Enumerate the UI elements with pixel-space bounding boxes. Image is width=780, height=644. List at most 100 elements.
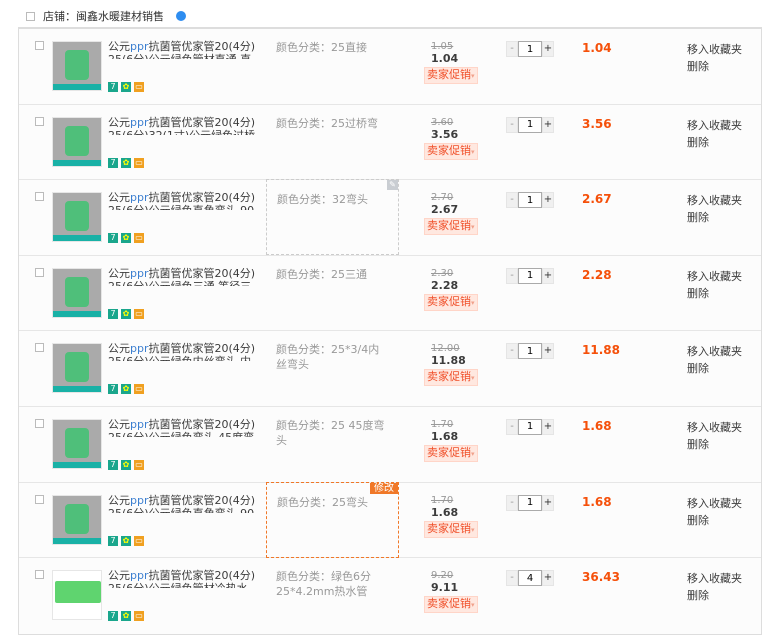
decrease-button[interactable]: -: [506, 418, 518, 435]
promo-dropdown[interactable]: 卖家促销▾: [424, 142, 478, 160]
seven-day-return-icon[interactable]: 7: [108, 459, 118, 470]
guarantee-icon[interactable]: ✿: [121, 82, 131, 92]
credit-card-icon[interactable]: ▭: [134, 459, 144, 470]
increase-button[interactable]: +: [542, 418, 554, 435]
delete-link[interactable]: 删除: [687, 135, 709, 149]
spec-area[interactable]: 颜色分类：25直接: [266, 28, 399, 104]
increase-button[interactable]: +: [542, 494, 554, 511]
promo-dropdown[interactable]: 卖家促销▾: [424, 596, 478, 614]
seven-day-return-icon[interactable]: 7: [108, 82, 118, 92]
credit-card-icon[interactable]: ▭: [134, 611, 144, 622]
increase-button[interactable]: +: [542, 570, 554, 587]
promo-dropdown[interactable]: 卖家促销▾: [424, 293, 478, 311]
spec-area[interactable]: 颜色分类：25 45度弯头: [266, 406, 399, 482]
quantity-input[interactable]: [518, 343, 542, 360]
product-image[interactable]: [52, 267, 102, 318]
product-image[interactable]: [52, 192, 102, 243]
credit-card-icon[interactable]: ▭: [134, 157, 144, 168]
guarantee-icon[interactable]: ✿: [121, 611, 131, 622]
increase-button[interactable]: +: [542, 41, 554, 57]
seven-day-return-icon[interactable]: 7: [108, 384, 118, 395]
decrease-button[interactable]: -: [506, 267, 518, 284]
delete-link[interactable]: 删除: [687, 437, 709, 451]
decrease-button[interactable]: -: [506, 41, 518, 57]
quantity-input[interactable]: [518, 267, 542, 284]
promo-dropdown[interactable]: 卖家促销▾: [424, 444, 478, 462]
delete-link[interactable]: 删除: [687, 211, 709, 225]
product-title[interactable]: 公元ppr抗菌管优家管20(4分)25(6分)公元绿色管材冷热水管: [108, 569, 258, 593]
product-image[interactable]: [52, 116, 102, 167]
product-image[interactable]: [52, 41, 102, 91]
pencil-icon[interactable]: ✎: [387, 180, 398, 191]
increase-button[interactable]: +: [542, 343, 554, 360]
guarantee-icon[interactable]: ✿: [121, 308, 131, 319]
spec-area[interactable]: 修改 颜色分类：25弯头: [266, 481, 399, 558]
guarantee-icon[interactable]: ✿: [121, 384, 131, 395]
decrease-button[interactable]: -: [506, 192, 518, 209]
item-checkbox[interactable]: [35, 570, 44, 580]
move-to-favorites-link[interactable]: 移入收藏夹: [687, 43, 742, 56]
guarantee-icon[interactable]: ✿: [121, 157, 131, 168]
spec-area[interactable]: 颜色分类：25三通: [266, 255, 399, 331]
credit-card-icon[interactable]: ▭: [134, 233, 144, 244]
decrease-button[interactable]: -: [506, 494, 518, 511]
move-to-favorites-link[interactable]: 移入收藏夹: [687, 420, 742, 434]
product-title[interactable]: 公元ppr抗菌管优家管20(4分)25(6分)公元绿色管材直通 直接: [108, 40, 258, 64]
item-checkbox[interactable]: [35, 116, 44, 126]
product-image[interactable]: [52, 418, 102, 469]
spec-area[interactable]: 颜色分类：25过桥弯: [266, 104, 399, 180]
item-checkbox[interactable]: [35, 418, 44, 428]
spec-area[interactable]: 颜色分类：25*3/4内丝弯头: [266, 330, 399, 406]
spec-area[interactable]: ✎ 颜色分类：32弯头: [266, 179, 399, 256]
product-title[interactable]: 公元ppr抗菌管优家管20(4分)25(6分)公元绿色直角弯头 90度: [108, 191, 258, 215]
promo-dropdown[interactable]: 卖家促销▾: [424, 520, 478, 538]
quantity-input[interactable]: [518, 418, 542, 435]
product-title[interactable]: 公元ppr抗菌管优家管20(4分)25(6分)公元绿色弯头 45度弯头: [108, 418, 258, 442]
credit-card-icon[interactable]: ▭: [134, 535, 144, 546]
credit-card-icon[interactable]: ▭: [134, 308, 144, 319]
product-title[interactable]: 公元ppr抗菌管优家管20(4分)25(6分)公元绿色三通 等径三通: [108, 267, 258, 291]
shop-checkbox[interactable]: [26, 11, 35, 21]
decrease-button[interactable]: -: [506, 343, 518, 360]
increase-button[interactable]: +: [542, 267, 554, 284]
delete-link[interactable]: 删除: [687, 362, 709, 376]
quantity-input[interactable]: [518, 192, 542, 209]
item-checkbox[interactable]: [35, 494, 44, 504]
seven-day-return-icon[interactable]: 7: [108, 157, 118, 168]
move-to-favorites-link[interactable]: 移入收藏夹: [687, 496, 742, 510]
promo-dropdown[interactable]: 卖家促销▾: [424, 67, 478, 84]
product-image[interactable]: [52, 343, 102, 394]
product-title[interactable]: 公元ppr抗菌管优家管20(4分)25(6分)公元绿色内丝弯头 内牙: [108, 342, 258, 366]
delete-link[interactable]: 删除: [687, 60, 709, 73]
product-title[interactable]: 公元ppr抗菌管优家管20(4分)25(6分)32(1寸)公元绿色过桥: [108, 116, 258, 140]
seven-day-return-icon[interactable]: 7: [108, 611, 118, 622]
promo-dropdown[interactable]: 卖家促销▾: [424, 218, 478, 236]
increase-button[interactable]: +: [542, 116, 554, 133]
decrease-button[interactable]: -: [506, 570, 518, 587]
modify-button[interactable]: 修改: [370, 482, 398, 494]
item-checkbox[interactable]: [35, 41, 44, 50]
shop-name[interactable]: 店铺：闽鑫水暖建材销售: [43, 10, 164, 23]
delete-link[interactable]: 删除: [687, 286, 709, 300]
credit-card-icon[interactable]: ▭: [134, 384, 144, 395]
decrease-button[interactable]: -: [506, 116, 518, 133]
spec-area[interactable]: 颜色分类：绿色6分 25*4.2mm热水管: [266, 557, 399, 633]
delete-link[interactable]: 删除: [687, 589, 709, 603]
move-to-favorites-link[interactable]: 移入收藏夹: [687, 572, 742, 586]
item-checkbox[interactable]: [35, 267, 44, 277]
quantity-input[interactable]: [518, 494, 542, 511]
seven-day-return-icon[interactable]: 7: [108, 233, 118, 244]
seven-day-return-icon[interactable]: 7: [108, 535, 118, 546]
item-checkbox[interactable]: [35, 192, 44, 202]
quantity-input[interactable]: [518, 41, 542, 57]
quantity-input[interactable]: [518, 570, 542, 587]
move-to-favorites-link[interactable]: 移入收藏夹: [687, 118, 742, 132]
move-to-favorites-link[interactable]: 移入收藏夹: [687, 269, 742, 283]
increase-button[interactable]: +: [542, 192, 554, 209]
seven-day-return-icon[interactable]: 7: [108, 308, 118, 319]
promo-dropdown[interactable]: 卖家促销▾: [424, 369, 478, 387]
guarantee-icon[interactable]: ✿: [121, 535, 131, 546]
item-checkbox[interactable]: [35, 343, 44, 353]
move-to-favorites-link[interactable]: 移入收藏夹: [687, 345, 742, 359]
credit-card-icon[interactable]: ▭: [134, 82, 144, 92]
